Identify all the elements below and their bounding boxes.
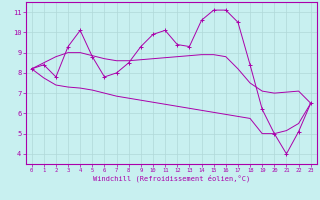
X-axis label: Windchill (Refroidissement éolien,°C): Windchill (Refroidissement éolien,°C) [92,175,250,182]
